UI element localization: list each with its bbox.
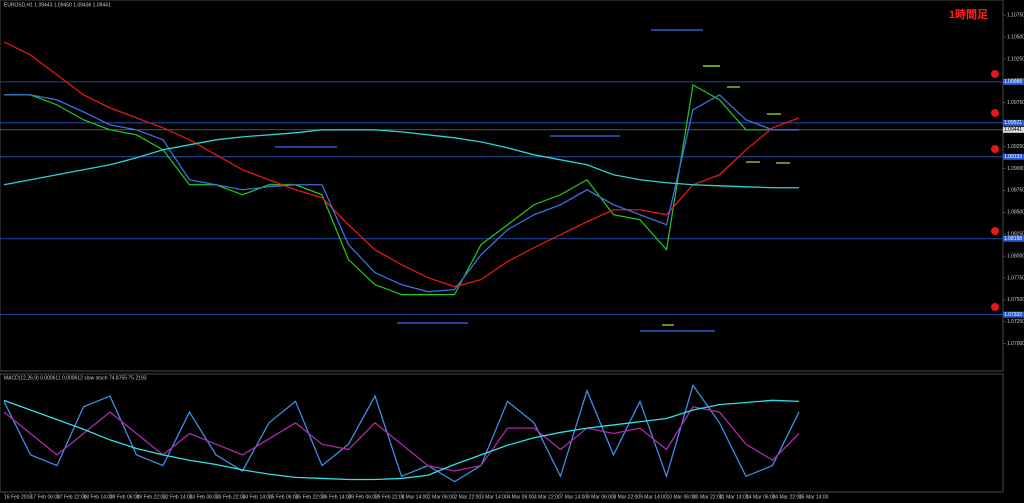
- x-tick-label: 26 Feb 14:00: [322, 494, 352, 500]
- level-tag: [1003, 235, 1024, 242]
- level-label: 1.09133: [1004, 154, 1022, 160]
- level-tag: [1003, 119, 1024, 126]
- y-tick-label: 1.07250: [1007, 319, 1024, 325]
- level-markers: [991, 70, 999, 311]
- y-tick-label: 1.09000: [1007, 166, 1024, 172]
- x-tick-label: 25 Feb 06:00: [269, 494, 299, 500]
- x-tick-label: 23 Feb 06:00: [190, 494, 220, 500]
- level-label: 1.08198: [1004, 236, 1022, 242]
- x-tick-label: 10 Mar 22:00: [693, 494, 723, 500]
- x-tick-label: 11 Mar 14:00: [720, 494, 749, 500]
- series-line: [3, 129, 799, 189]
- series-line: [3, 41, 800, 288]
- y-tick-label: 1.07000: [1007, 341, 1024, 347]
- chart-title: EURUSD,H1 1.09443 1.09450 1.09436 1.0944…: [4, 2, 111, 8]
- x-tick-label: 2 Mar 22:00: [455, 494, 482, 500]
- x-tick-label: 29 Feb 06:00: [349, 494, 379, 500]
- x-tick-label: 17 Feb 06:00: [31, 494, 61, 500]
- last-price-tag: [1003, 126, 1024, 133]
- level-label: 1.07332: [1004, 312, 1022, 318]
- x-tick-label: 14 Mar 22:00: [773, 494, 803, 500]
- level-tag: [1003, 78, 1024, 85]
- level-tag: [1003, 153, 1024, 160]
- x-tick-label: 19 Feb 06:00: [110, 494, 140, 500]
- last-price-label: 1.09441: [1004, 127, 1022, 133]
- level-label: 1.09521: [1004, 120, 1022, 126]
- x-tick-label: 14 Mar 06:00: [746, 494, 776, 500]
- series-line: [3, 399, 800, 481]
- y-tick-label: 1.10250: [1007, 56, 1024, 62]
- x-tick-label: 3 Mar 14:00: [481, 494, 508, 500]
- x-tick-label: 22 Feb 14:00: [163, 494, 193, 500]
- x-tick-label: 25 Feb 22:00: [296, 494, 326, 500]
- series-line: [3, 383, 800, 483]
- level-label: 1.09988: [1004, 79, 1022, 85]
- x-tick-label: 8 Mar 22:00: [614, 494, 641, 500]
- zone-marks: [275, 29, 715, 332]
- y-tick-label: 1.10500: [1007, 34, 1024, 40]
- annotation: 1時間足: [949, 7, 989, 21]
- x-tick-label: 4 Mar 06:00: [508, 494, 535, 500]
- x-tick-label: 15 Mar 14:00: [799, 494, 829, 500]
- series-line: [4, 94, 799, 293]
- x-tick-label: 2 Mar 06:00: [428, 494, 455, 500]
- y-tick-label: 1.08250: [1007, 232, 1024, 238]
- x-tick-label: 24 Feb 14:00: [243, 494, 273, 500]
- x-tick-label: 23 Feb 22:00: [216, 494, 246, 500]
- y-tick-label: 1.07750: [1007, 275, 1024, 281]
- x-tick-label: 16 Feb 2016: [4, 494, 32, 500]
- y-tick-label: 1.08000: [1007, 253, 1024, 259]
- series-line: [3, 406, 800, 472]
- x-tick-label: 9 Mar 14:00: [640, 494, 667, 500]
- y-tick-label: 1.10750: [1007, 12, 1024, 18]
- y-tick-label: 1.07500: [1007, 297, 1024, 303]
- y-tick-label: 1.09250: [1007, 144, 1024, 150]
- level-tag: [1003, 311, 1024, 318]
- main-frame: [0, 0, 1004, 372]
- sub-frame: [0, 373, 1004, 493]
- x-tick-label: 29 Feb 22:00: [375, 494, 405, 500]
- x-tick-label: 10 Mar 06:00: [667, 494, 697, 500]
- x-tick-label: 1 Mar 14:00: [402, 494, 429, 500]
- y-tick-label: 1.08500: [1007, 210, 1024, 216]
- sub-title: MACD(12,26,9) 0.000611 0.000612 slow sto…: [4, 375, 147, 381]
- x-tick-label: 18 Feb 14:00: [84, 494, 114, 500]
- x-tick-label: 19 Feb 22:00: [137, 494, 167, 500]
- x-tick-label: 4 Mar 22:00: [534, 494, 561, 500]
- series-line: [4, 83, 799, 296]
- y-tick-label: 1.08750: [1007, 188, 1024, 194]
- x-tick-label: 7 Mar 14:00: [561, 494, 588, 500]
- x-tick-label: 8 Mar 06:00: [587, 494, 614, 500]
- x-tick-label: 17 Feb 22:00: [57, 494, 87, 500]
- pivot-marks: [662, 65, 790, 326]
- y-tick-label: 1.09750: [1007, 100, 1024, 106]
